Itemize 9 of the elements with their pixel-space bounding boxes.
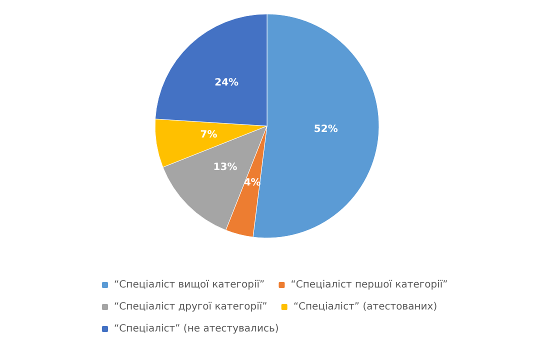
legend-label: “Спеціаліст” (атестованих) — [293, 302, 438, 312]
legend-label: “Спеціаліст вищої категорії” — [114, 280, 265, 290]
legend-label: “Спеціаліст першої категорії” — [290, 280, 448, 290]
data-label: 24% — [214, 77, 239, 88]
legend-label: “Спеціаліст” (не атестувались) — [114, 324, 279, 334]
data-label: 7% — [200, 130, 218, 141]
legend-label: “Спеціаліст другої категорії” — [114, 302, 268, 312]
data-label: 52% — [314, 124, 338, 136]
data-label: 13% — [213, 162, 238, 174]
